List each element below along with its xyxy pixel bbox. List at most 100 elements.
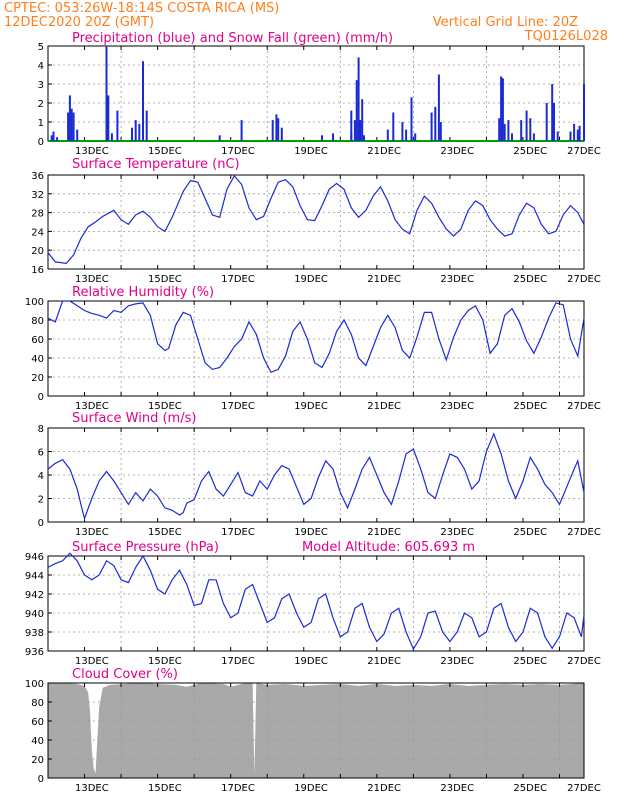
x-tick-label: 27DEC (567, 146, 601, 157)
x-tick-label: 23DEC (440, 656, 474, 667)
x-tick-label: 13DEC (75, 274, 109, 285)
precip-bar (520, 120, 523, 141)
x-tick-label: 21DEC (367, 656, 401, 667)
x-tick-label: 15DEC (148, 274, 182, 285)
x-tick-label: 23DEC (440, 401, 474, 412)
precipitation-title: Precipitation (blue) and Snow Fall (gree… (72, 31, 393, 46)
x-tick-label: 23DEC (440, 783, 474, 794)
precip-bar (72, 112, 75, 141)
precip-bar (392, 112, 395, 141)
precip-bar (430, 112, 433, 141)
series-line (47, 300, 585, 374)
series-line (47, 552, 585, 651)
x-tick-label: 15DEC (148, 146, 182, 157)
panel-frame (47, 682, 585, 779)
precip-bar (107, 95, 110, 141)
y-tick-label: 20 (31, 373, 44, 384)
y-tick-label: 100 (25, 297, 44, 308)
x-tick-label: 19DEC (294, 783, 328, 794)
precip-bar (439, 122, 442, 141)
precip-bar (357, 57, 360, 141)
precip-bar (578, 125, 581, 141)
x-tick-label: 13DEC (75, 527, 109, 538)
y-tick-label: 24 (31, 227, 44, 238)
precip-bar (321, 135, 323, 141)
precip-bar (68, 95, 71, 141)
precip-bar (271, 120, 274, 141)
precip-bar (218, 135, 221, 141)
precip-bar (507, 120, 510, 141)
x-tick-label: 17DEC (221, 783, 255, 794)
precip-bar (576, 129, 579, 141)
precip-bar (240, 120, 243, 141)
y-tick-label: 0 (38, 518, 44, 529)
precip-bar (386, 129, 389, 141)
x-tick-label: 27DEC (567, 656, 601, 667)
precip-bar (56, 137, 59, 141)
y-tick-label: 936 (25, 647, 44, 658)
y-tick-label: 940 (25, 609, 44, 620)
y-tick-label: 946 (25, 552, 44, 563)
wind-panel: 0 2 4 6 8 13DEC 15DEC 17DEC 19DEC 21DEC 23DEC 25DEC… (38, 424, 601, 538)
precip-bar (277, 118, 280, 141)
y-tick-label: 1 (38, 118, 44, 129)
x-tick-label: 15DEC (148, 656, 182, 667)
precip-bar (52, 131, 55, 141)
precip-bar (511, 133, 513, 141)
x-tick-label: 25DEC (513, 527, 547, 538)
x-tick-label: 27DEC (567, 783, 601, 794)
y-tick-label: 938 (25, 628, 44, 639)
precip-bar (134, 120, 137, 141)
x-tick-label: 25DEC (513, 274, 547, 285)
x-tick-label: 23DEC (440, 146, 474, 157)
y-tick-label: 80 (31, 698, 44, 709)
header-date: 12DEC2020 20Z (GMT) (4, 15, 154, 30)
cloud-cover-area (48, 683, 584, 778)
y-tick-label: 4 (38, 471, 44, 482)
precip-bar (350, 110, 353, 141)
precip-bar (359, 120, 362, 141)
panel-frame (47, 174, 585, 270)
x-tick-label: 23DEC (440, 274, 474, 285)
precip-bar (67, 112, 70, 141)
header-grid-note: Vertical Grid Line: 20Z (433, 15, 578, 30)
y-tick-label: 28 (31, 209, 44, 220)
temperature-title: Surface Temperature (nC) (72, 157, 240, 172)
model-altitude-note: Model Altitude: 605.693 m (302, 540, 475, 555)
x-tick-label: 15DEC (148, 401, 182, 412)
pressure-panel: 936 938 940 942 944 946 13DEC 15DEC 17DEC 19DEC 21… (25, 552, 601, 667)
precip-bar (50, 135, 53, 141)
precip-bar (332, 133, 334, 141)
y-tick-label: 60 (31, 335, 44, 346)
precip-bar (500, 76, 503, 141)
y-tick-label: 20 (31, 246, 44, 257)
y-tick-label: 16 (31, 265, 44, 276)
y-tick-label: 36 (31, 171, 44, 182)
precip-bar (275, 114, 278, 141)
x-tick-label: 19DEC (294, 274, 328, 285)
cloud-cover-panel: 0 20 40 60 80 100 13DEC 15DEC 17DEC 19DEC 21DEC 23D… (25, 679, 601, 794)
precip-bar (583, 84, 585, 141)
precip-bar (353, 120, 356, 141)
x-tick-label: 27DEC (567, 527, 601, 538)
y-tick-label: 2 (38, 495, 44, 506)
precip-bar (553, 103, 555, 141)
precip-bar (361, 99, 364, 141)
x-tick-label: 21DEC (367, 274, 401, 285)
x-tick-label: 17DEC (221, 401, 255, 412)
x-tick-label: 21DEC (367, 401, 401, 412)
pressure-title: Surface Pressure (hPa) (72, 540, 219, 555)
precip-bar (573, 123, 576, 141)
x-tick-label: 13DEC (75, 783, 109, 794)
precip-bar (405, 129, 408, 141)
header-station: CPTEC: 053:26W-18:14S COSTA RICA (MS) (4, 1, 279, 16)
y-tick-label: 4 (38, 61, 44, 72)
humidity-panel: 0 20 40 60 80 100 13DEC 15DEC 17DEC 19DEC 21DEC 23D… (25, 297, 601, 412)
precip-bar (70, 108, 73, 141)
y-tick-label: 6 (38, 448, 44, 459)
y-tick-label: 40 (31, 736, 44, 747)
y-tick-label: 32 (31, 190, 44, 201)
x-tick-label: 25DEC (513, 783, 547, 794)
precip-bar (532, 133, 535, 141)
precip-bar (131, 127, 133, 141)
